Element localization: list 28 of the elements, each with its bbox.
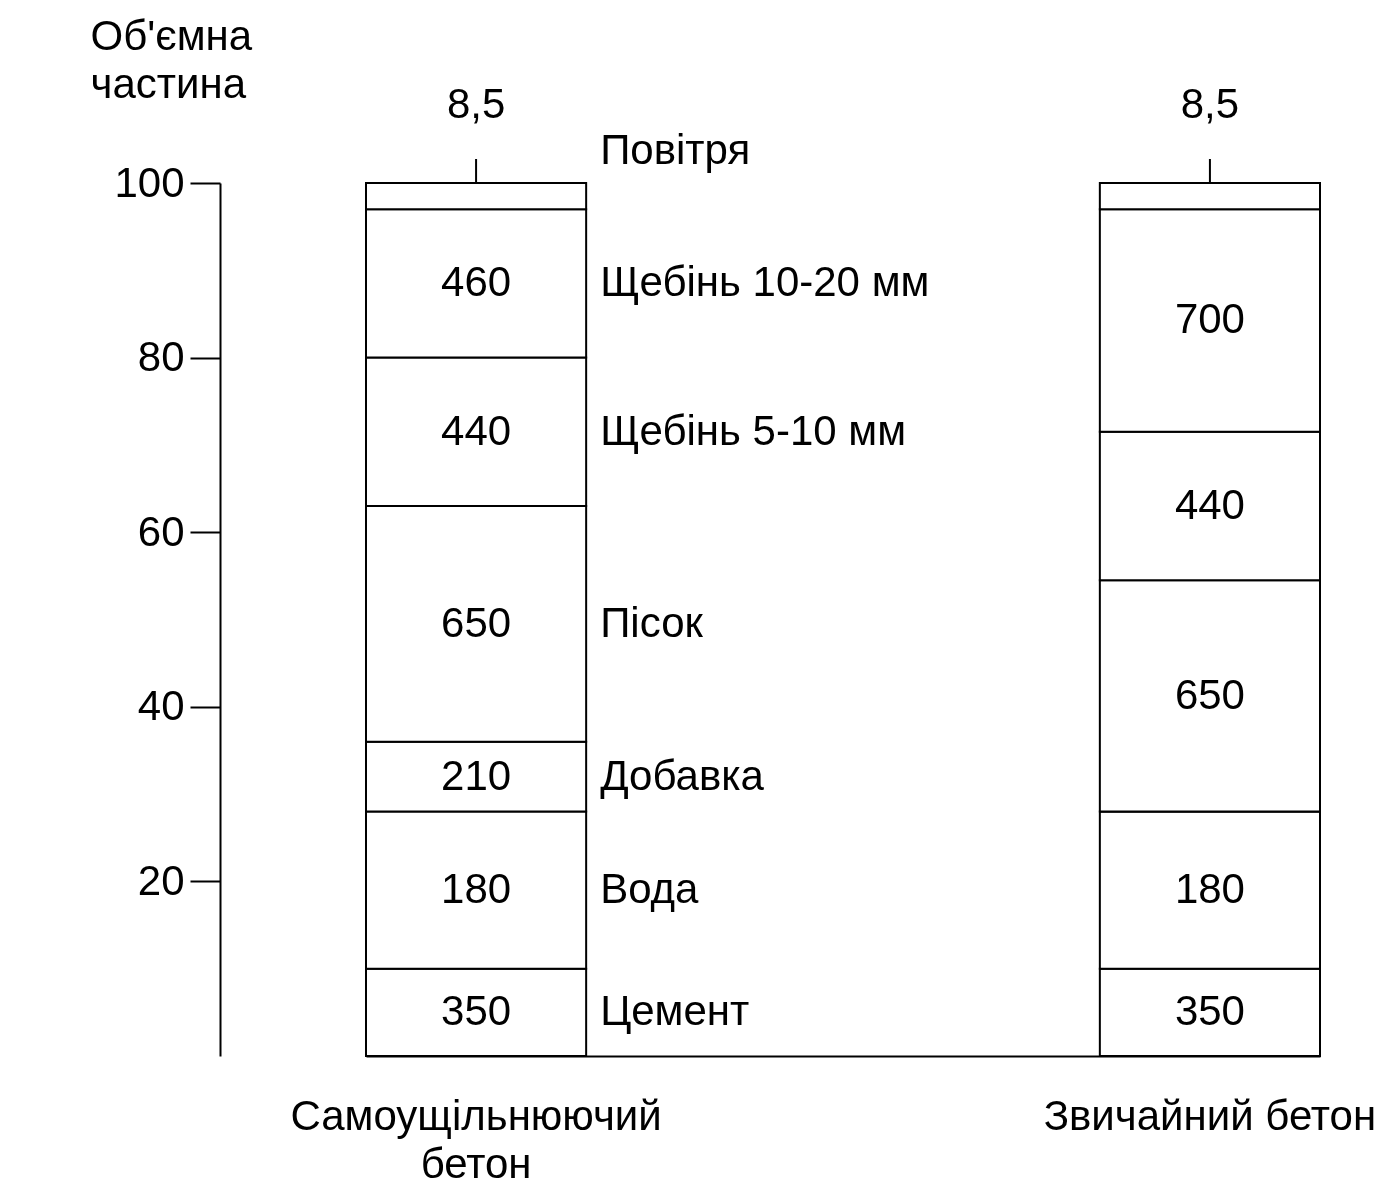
series-label: Повітря — [600, 126, 751, 174]
y-tick-label: 80 — [137, 333, 185, 381]
annotation: 700 — [1174, 295, 1245, 343]
series-label: Цемент — [600, 987, 750, 1035]
series-label: Вода — [600, 865, 700, 913]
series-label: Пісок — [600, 598, 704, 646]
annotation: 180 — [1174, 865, 1245, 913]
series-label: Щебінь 10-20 мм — [600, 258, 930, 306]
annotation: 8,5 — [1180, 80, 1240, 127]
annotation: 8,5 — [446, 80, 506, 127]
annotation: 460 — [441, 258, 512, 306]
annotation: 350 — [1174, 987, 1245, 1035]
series-label: Щебінь 5-10 мм — [600, 406, 907, 454]
y-axis-title: Об'ємна частина — [90, 11, 253, 107]
x-tick-label: Звичайний бетон — [1043, 1091, 1377, 1139]
annotation: 180 — [441, 865, 512, 913]
y-tick-label: 60 — [137, 507, 185, 555]
annotation: 350 — [441, 987, 512, 1035]
annotation: 210 — [441, 751, 512, 799]
annotation: 440 — [1174, 481, 1245, 529]
y-tick-label: 100 — [114, 158, 185, 206]
annotation: 440 — [441, 406, 512, 454]
annotation: 650 — [441, 598, 512, 646]
y-tick-label: 20 — [137, 856, 185, 904]
annotation: 650 — [1174, 670, 1245, 718]
y-tick-label: 40 — [137, 682, 185, 730]
series-label: Добавка — [600, 751, 765, 799]
x-tick-label: Самоущільнюючий бетон — [290, 1091, 662, 1187]
